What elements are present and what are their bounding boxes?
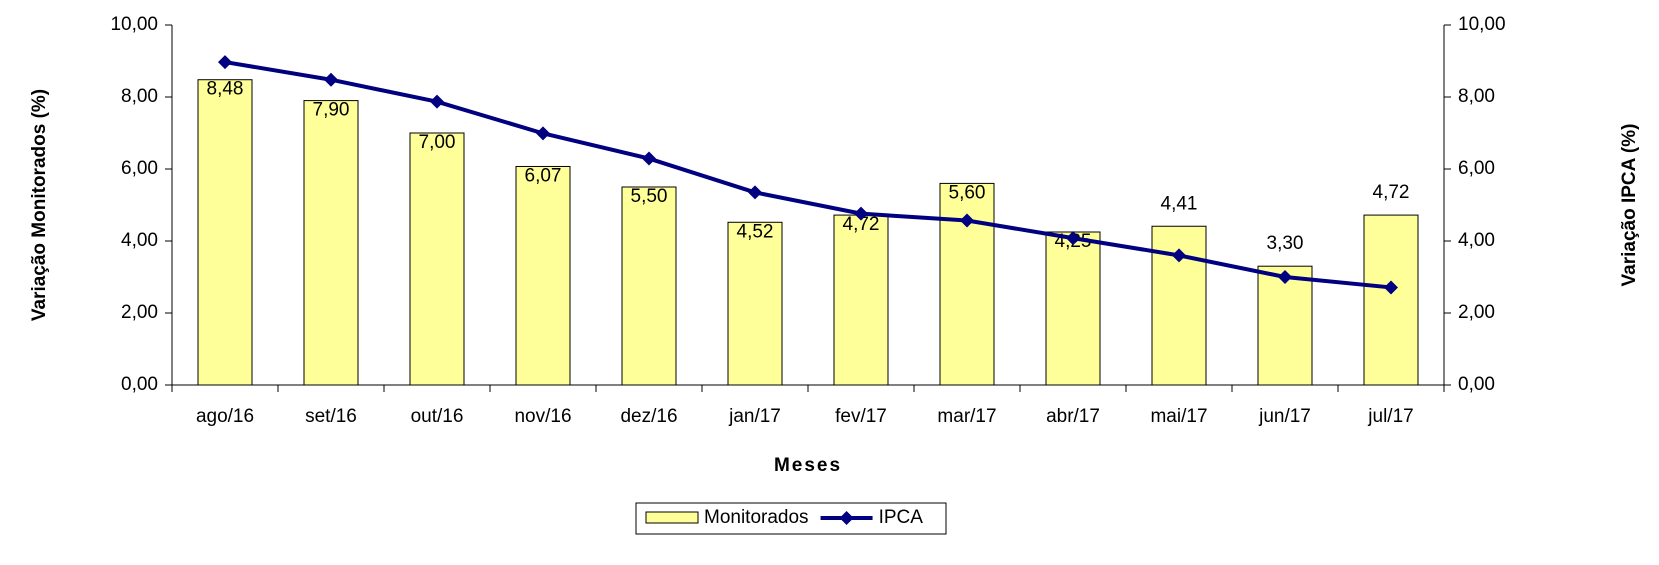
x-tick-label: jan/17 xyxy=(728,406,781,427)
y-axis-title: Variação Monitorados (%) xyxy=(29,89,50,321)
y-tick-label: 10,00 xyxy=(110,14,158,35)
x-tick-label: out/16 xyxy=(411,406,464,427)
bar xyxy=(727,221,783,386)
x-tick-label: nov/16 xyxy=(514,406,571,427)
line xyxy=(224,60,1392,290)
bar xyxy=(197,79,253,386)
bar xyxy=(409,132,465,386)
legend-marker xyxy=(839,511,854,525)
x-tick-label: fev/17 xyxy=(835,406,887,427)
marker xyxy=(1278,270,1292,284)
legend-swatch xyxy=(645,511,699,524)
y2-axis-title: Variação IPCA (%) xyxy=(1619,124,1640,287)
data-label: 7,00 xyxy=(419,132,456,153)
marker xyxy=(748,185,762,200)
data-label: 5,50 xyxy=(631,186,668,207)
data-label: 5,60 xyxy=(949,182,986,203)
bar xyxy=(621,186,677,386)
bar xyxy=(303,100,359,386)
marker xyxy=(960,213,974,228)
marker xyxy=(218,55,232,70)
x-tick-label: dez/16 xyxy=(620,406,677,427)
x-tick-label: mar/17 xyxy=(937,406,996,427)
x-tick-label: jun/17 xyxy=(1258,406,1311,427)
y-tick-label: 4,00 xyxy=(121,230,158,251)
x-tick-label: jul/17 xyxy=(1367,406,1413,427)
y-tick-label: 8,00 xyxy=(121,86,158,107)
legend-label: Monitorados xyxy=(704,507,809,528)
data-label: 4,41 xyxy=(1161,193,1198,214)
x-tick-label: set/16 xyxy=(305,406,357,427)
legend-label: IPCA xyxy=(879,507,924,528)
y2-tick-label: 0,00 xyxy=(1458,374,1495,395)
x-tick-label: abr/17 xyxy=(1046,406,1100,427)
bar xyxy=(1045,231,1101,386)
y-tick-label: 0,00 xyxy=(121,374,158,395)
data-label: 4,52 xyxy=(737,221,774,242)
data-label: 6,07 xyxy=(525,165,562,186)
y2-tick-label: 2,00 xyxy=(1458,302,1495,323)
marker xyxy=(536,126,550,141)
data-label: 4,72 xyxy=(1373,182,1410,203)
y2-tick-label: 10,00 xyxy=(1458,14,1506,35)
y-tick-label: 2,00 xyxy=(121,302,158,323)
data-label: 8,48 xyxy=(207,79,244,100)
marker xyxy=(854,206,868,221)
x-tick-label: mai/17 xyxy=(1150,406,1207,427)
marker xyxy=(1066,231,1080,246)
data-label: 7,90 xyxy=(313,100,350,121)
y2-tick-label: 6,00 xyxy=(1458,158,1495,179)
bar xyxy=(515,165,571,386)
bar xyxy=(833,214,889,386)
marker xyxy=(324,72,338,87)
marker xyxy=(1172,248,1186,263)
x-tick-label: ago/16 xyxy=(196,406,254,427)
data-label: 3,30 xyxy=(1267,233,1304,254)
data-label: 4,72 xyxy=(843,214,880,235)
marker xyxy=(1384,280,1398,295)
bar xyxy=(1363,214,1419,386)
y-tick-label: 6,00 xyxy=(121,158,158,179)
marker xyxy=(430,94,444,109)
x-axis-title: Meses xyxy=(774,455,842,476)
marker xyxy=(642,151,656,166)
y2-tick-label: 4,00 xyxy=(1458,230,1495,251)
bar xyxy=(1257,265,1313,386)
y2-tick-label: 8,00 xyxy=(1458,86,1495,107)
